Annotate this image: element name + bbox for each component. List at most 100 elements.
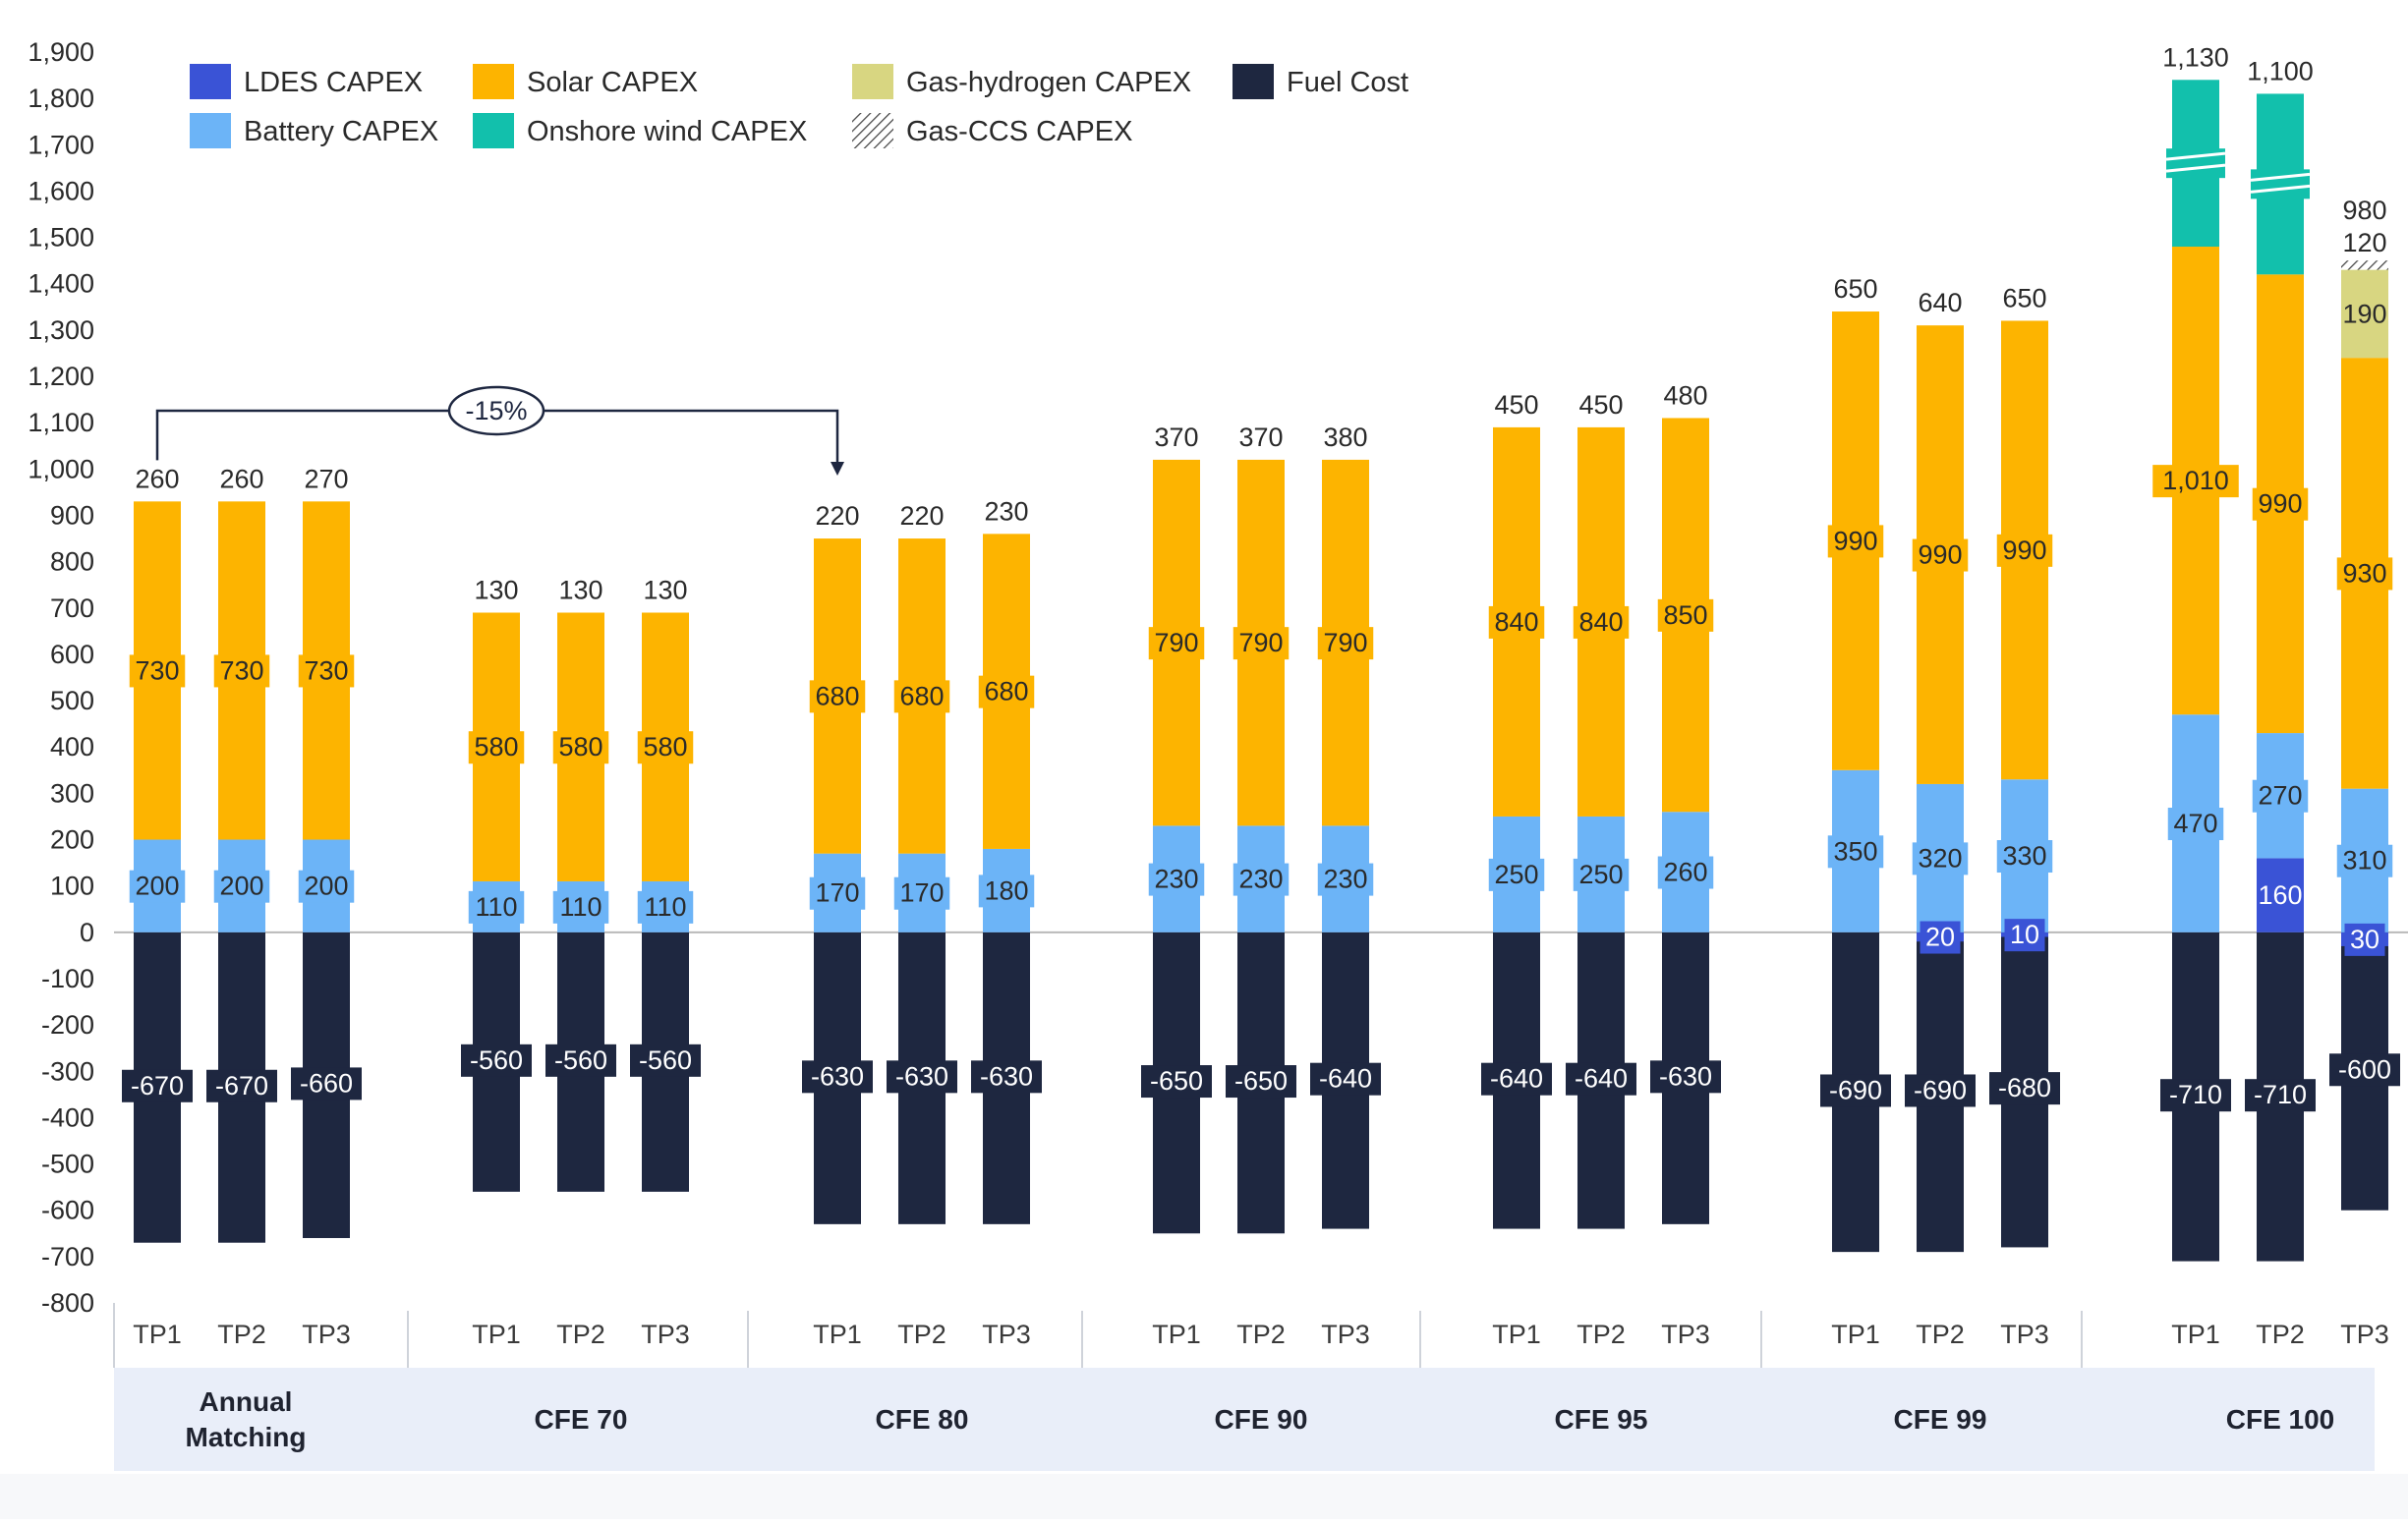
data-label-bg [552, 731, 609, 764]
data-label-battery-capex: 230 [1238, 865, 1283, 894]
data-label-ldes-capex: 20 [1925, 923, 1955, 952]
bar-total-label: 130 [474, 575, 518, 604]
data-label-solar-capex: 790 [1154, 628, 1198, 657]
data-label-bg [1141, 1065, 1212, 1099]
data-label-bg [2004, 919, 2045, 952]
y-tick-label: 1,200 [28, 362, 94, 391]
bar-total-label: 130 [643, 575, 687, 604]
x-tick-label: TP3 [2340, 1320, 2389, 1349]
data-label-bg [122, 1069, 193, 1102]
data-label-bg [2252, 779, 2309, 813]
data-label-fuel-cost: -600 [2338, 1054, 2391, 1084]
legend-swatch-fuel-cost [1233, 64, 1274, 99]
data-label-bg [1657, 856, 1714, 889]
bar-total-label: 380 [1323, 423, 1367, 452]
data-label-bg [129, 870, 186, 903]
y-tick-label: 400 [50, 732, 94, 762]
data-label-bg [1317, 863, 1374, 896]
legend-label-gas-hydrogen-capex: Gas-hydrogen CAPEX [906, 67, 1191, 98]
data-label-ldes-capex: 10 [2010, 920, 2039, 949]
y-tick-label: 1,000 [28, 454, 94, 483]
data-label-bg [809, 680, 866, 713]
y-tick-label: -500 [41, 1150, 94, 1179]
x-tick-label: TP1 [1152, 1320, 1201, 1349]
data-label-bg [2336, 844, 2393, 877]
bar-segment-ldes-capex [2257, 858, 2304, 932]
group-label: CFE 90 [1215, 1404, 1308, 1435]
data-label-fuel-cost: -640 [1319, 1064, 1372, 1094]
bar-total-label: 450 [1578, 390, 1623, 420]
legend-swatch-solar-capex [473, 64, 514, 99]
data-label-fuel-cost: -630 [1659, 1061, 1712, 1091]
y-tick-label: 100 [50, 872, 94, 901]
data-label-bg [213, 870, 270, 903]
data-label-fuel-cost: -640 [1575, 1064, 1628, 1094]
data-label-solar-capex: 790 [1323, 628, 1367, 657]
y-tick-label: 1,300 [28, 315, 94, 345]
x-tick-label: TP1 [133, 1320, 182, 1349]
data-label-solar-capex: 680 [984, 677, 1028, 706]
y-tick-label: 200 [50, 825, 94, 855]
data-label-fuel-cost: -660 [300, 1068, 353, 1098]
bar-total-label: 130 [558, 575, 602, 604]
y-tick-label: 0 [80, 918, 94, 947]
data-label-bg [1481, 1062, 1552, 1096]
data-label-battery-capex: 170 [899, 878, 944, 908]
x-tick-label: TP1 [472, 1320, 521, 1349]
data-label-bg [2336, 557, 2393, 591]
annotations: -15% [155, 385, 844, 477]
data-label-solar-capex: 930 [2342, 558, 2386, 588]
data-label-battery-capex: 170 [815, 878, 859, 908]
data-label-bg [1820, 1074, 1891, 1107]
y-tick-label: 1,700 [28, 130, 94, 159]
data-label-battery-capex: 470 [2173, 809, 2217, 838]
data-label-solar-capex: 990 [1833, 526, 1877, 555]
data-label-bg [971, 1060, 1042, 1094]
x-tick-label: TP2 [1916, 1320, 1965, 1349]
data-label-solar-capex: 680 [899, 681, 944, 710]
data-label-fuel-cost: -630 [811, 1061, 864, 1091]
bar-total-label: 450 [1494, 390, 1538, 420]
data-label-bg [1148, 627, 1205, 660]
legend-swatch-onshore-wind-capex [473, 113, 514, 148]
data-label-bg [637, 731, 694, 764]
legend-swatch-ldes-capex [190, 64, 231, 99]
y-tick-label: 1,100 [28, 408, 94, 437]
data-label-fuel-cost: -630 [980, 1061, 1033, 1091]
legend-label-gas-ccs-capex: Gas-CCS CAPEX [906, 116, 1132, 147]
legend: LDES CAPEX Battery CAPEX Solar CAPEX Onshor… [190, 64, 1408, 148]
data-label-fuel-cost: -680 [1998, 1073, 2051, 1102]
data-label-bg [809, 876, 866, 910]
x-tick-label: TP2 [2256, 1320, 2305, 1349]
bar-segment-gas-hydrogen-capex [2341, 269, 2388, 359]
data-label-fuel-cost: -650 [1150, 1066, 1203, 1096]
group-label: Annual [200, 1386, 293, 1417]
data-label-bg [545, 1044, 616, 1077]
data-label-bg [1573, 858, 1630, 891]
data-label-fuel-cost: -690 [1829, 1075, 1882, 1104]
data-label-fuel-cost: -690 [1914, 1075, 1967, 1104]
x-tick-label: TP1 [2171, 1320, 2220, 1349]
axis-break-line [2250, 172, 2311, 182]
group-label: CFE 70 [535, 1404, 628, 1435]
data-label-battery-capex: 200 [135, 872, 179, 901]
data-label-bg [552, 890, 609, 924]
y-tick-label: -800 [41, 1288, 94, 1318]
data-label-battery-capex: 110 [475, 892, 517, 922]
data-label-fuel-cost: -630 [895, 1061, 948, 1091]
data-label-fuel-cost: -560 [554, 1045, 607, 1075]
bar-total-label: 370 [1238, 423, 1283, 452]
annotation-bubble [447, 385, 545, 436]
bar-total-label: 980 [2342, 196, 2386, 225]
data-label-battery-capex: 110 [644, 892, 686, 922]
x-tick-label: TP3 [982, 1320, 1031, 1349]
data-label-battery-capex: 350 [1833, 836, 1877, 866]
data-label-bg [1650, 1060, 1721, 1094]
legend-label-solar-capex: Solar CAPEX [527, 67, 698, 98]
data-label-bg [1920, 921, 1961, 954]
data-label-battery-capex: 250 [1578, 860, 1623, 889]
y-tick-label: 1,600 [28, 176, 94, 205]
data-label-solar-capex: 840 [1578, 607, 1623, 637]
group-label: CFE 95 [1555, 1404, 1648, 1435]
